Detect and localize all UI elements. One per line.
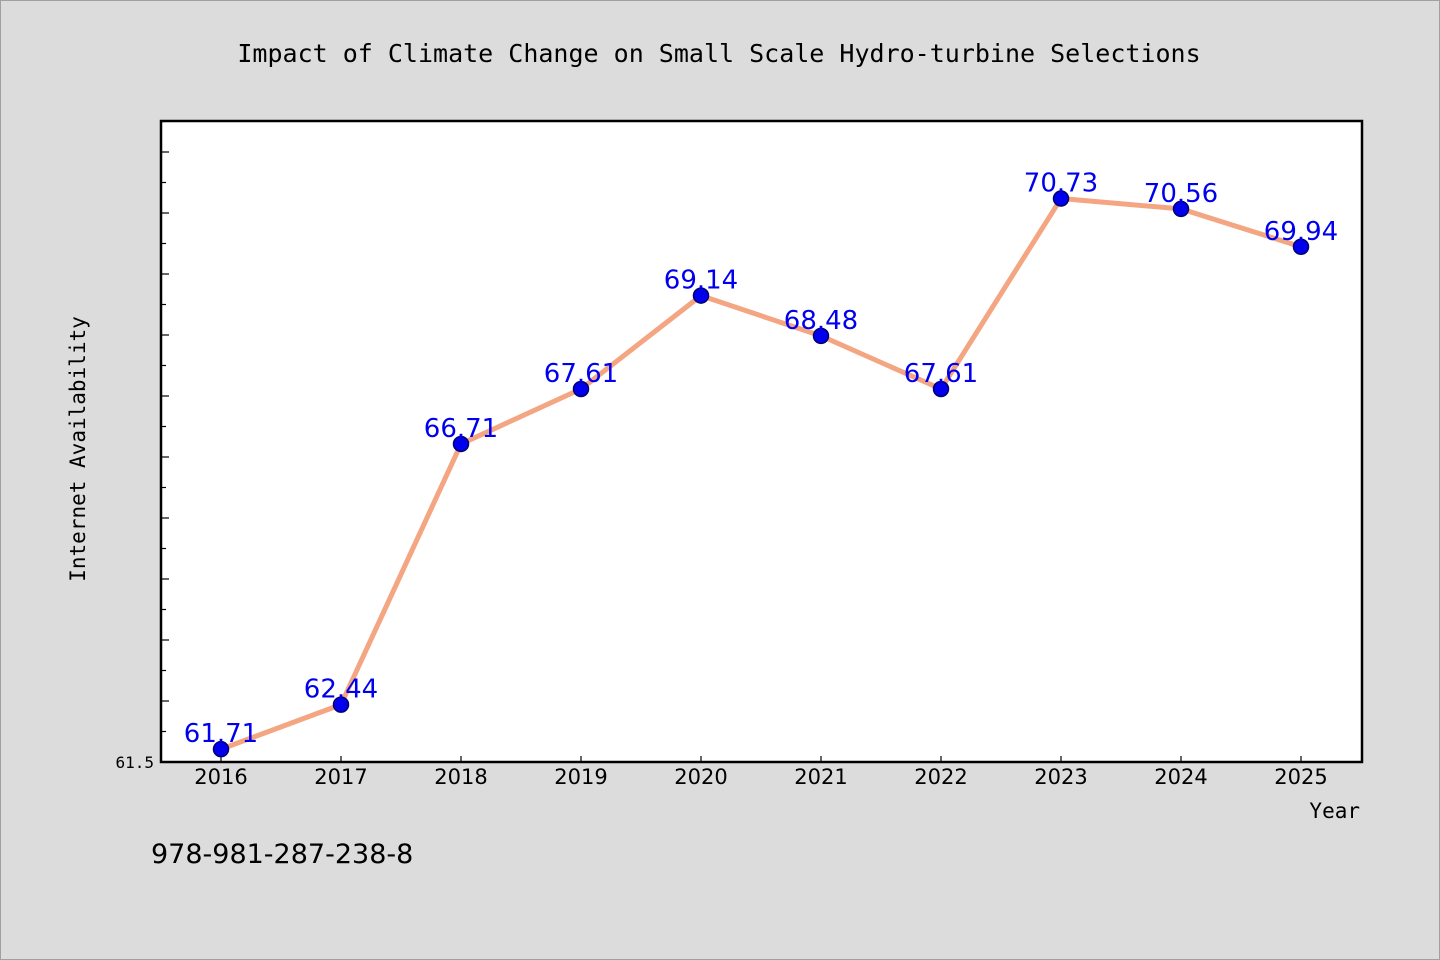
x-tick-label: 2020 [674, 765, 727, 789]
plot-area [159, 119, 1364, 764]
data-label: 69.14 [664, 266, 738, 296]
data-point [212, 740, 230, 758]
data-label: 61.71 [184, 719, 258, 749]
x-tick-label: 2019 [554, 765, 607, 789]
data-point [692, 287, 710, 304]
x-tick-label: 2024 [1154, 765, 1207, 789]
data-point [1172, 200, 1190, 218]
data-label: 68.48 [784, 306, 858, 336]
data-point [452, 435, 470, 453]
x-tick-label: 2022 [914, 765, 967, 789]
data-label: 67.61 [904, 359, 978, 389]
y-axis-min-tick-label: 61.5 [115, 753, 154, 772]
x-tick-label: 2017 [314, 765, 367, 789]
data-label: 70.73 [1024, 169, 1098, 199]
x-tick-label: 2018 [434, 765, 487, 789]
data-label: 66.71 [424, 414, 498, 444]
data-point [1292, 238, 1310, 256]
x-axis-label: Year [1309, 799, 1360, 823]
y-axis-label: Internet Availability [66, 316, 90, 582]
data-point [572, 380, 590, 398]
x-tick-label: 2025 [1274, 765, 1327, 789]
x-tick-label: 2021 [794, 765, 847, 789]
y-axis-ticks [161, 120, 169, 763]
data-point [332, 696, 350, 713]
chart-title: Impact of Climate Change on Small Scale … [237, 39, 1200, 68]
data-label: 67.61 [544, 359, 618, 389]
x-tick-label: 2023 [1034, 765, 1087, 789]
data-label: 69.94 [1264, 217, 1338, 247]
series-layer: 61.71 62.44 66.71 67.61 69.14 68.48 67.61 70.73… [184, 169, 1338, 758]
data-label: 70.56 [1144, 179, 1218, 209]
series-line [218, 196, 1304, 752]
data-label: 62.44 [304, 675, 378, 705]
data-point [812, 327, 830, 345]
data-point [1052, 190, 1070, 207]
x-tick-label: 2016 [194, 765, 247, 789]
footer-isbn: 978-981-287-238-8 [151, 839, 413, 870]
data-point [932, 380, 950, 398]
